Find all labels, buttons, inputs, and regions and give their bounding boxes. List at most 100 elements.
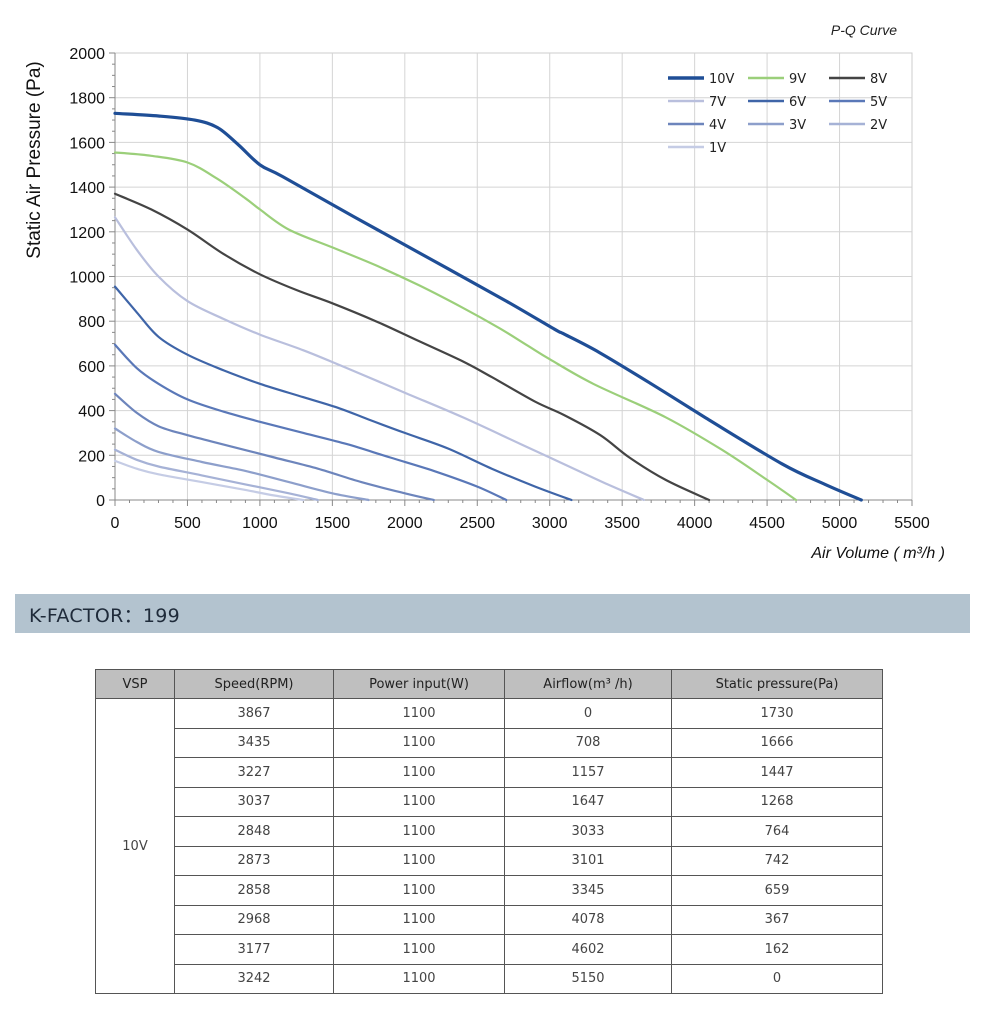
table-row: 3177 1100 4602 162: [96, 934, 883, 965]
table-row: 3037 1100 1647 1268: [96, 786, 883, 817]
grid-lines: [115, 53, 912, 500]
x-tick-labels: 0 500 1000 1500 2000 2500 3000 3500 4000 4500 5000…: [111, 515, 930, 532]
x-tick-label: 2500: [459, 515, 495, 532]
cell-power: 1100: [333, 727, 505, 758]
y-tick-label: 800: [78, 314, 105, 331]
cell-airflow: 708: [504, 727, 672, 758]
series-line-10v: [113, 111, 863, 502]
series-line-2v: [113, 448, 319, 502]
cell-airflow: 3345: [504, 875, 672, 906]
header-static-pressure: Static pressure(Pa): [671, 669, 883, 699]
cell-power: 1100: [333, 757, 505, 788]
y-tick-label: 400: [78, 404, 105, 421]
cell-speed: 2968: [174, 904, 334, 935]
cell-pressure: 162: [671, 934, 883, 965]
cell-airflow: 1647: [504, 786, 672, 817]
pq-curve-chart: P-Q Curve 0 500 1000 1500 2000 2500 3000 3500 40…: [24, 22, 945, 562]
y-tick-label: 1000: [69, 270, 105, 287]
cell-airflow: 4602: [504, 934, 672, 965]
y-tick-label: 600: [78, 359, 105, 376]
cell-speed: 2873: [174, 845, 334, 876]
cell-speed: 3037: [174, 786, 334, 817]
x-tick-label: 1000: [242, 515, 278, 532]
x-tick-label: 1500: [315, 515, 351, 532]
cell-power: 1100: [333, 698, 505, 729]
y-axis-label: Static Air Pressure (Pa): [24, 61, 45, 258]
cell-airflow: 5150: [504, 963, 672, 994]
legend-label: 10V: [709, 72, 735, 87]
series-line-7v: [113, 216, 645, 502]
cell-pressure: 1447: [671, 757, 883, 788]
cell-airflow: 3033: [504, 816, 672, 847]
series-line-9v: [113, 151, 798, 502]
legend-label: 2V: [870, 118, 887, 133]
cell-power: 1100: [333, 845, 505, 876]
x-tick-label: 4500: [749, 515, 785, 532]
legend-label: 7V: [709, 95, 726, 110]
cell-pressure: 742: [671, 845, 883, 876]
table-row: 10V 3867 1100 0 1730: [95, 698, 883, 994]
x-axis-label: Air Volume ( m³/h ): [810, 545, 945, 562]
cell-airflow: 4078: [504, 904, 672, 935]
table-row: 2873 1100 3101 742: [96, 845, 883, 876]
cell-speed: 3435: [174, 727, 334, 758]
vsp-cell: 10V: [95, 698, 175, 994]
x-tick-label: 5000: [822, 515, 858, 532]
y-tick-labels: 0 200 400 600 800 1000 1200 1400 1600 1800 2000: [69, 46, 105, 510]
cell-speed: 3867: [174, 698, 334, 729]
cell-pressure: 0: [671, 963, 883, 994]
table-row: 3435 1100 708 1666: [96, 727, 883, 758]
y-tick-label: 1600: [69, 135, 105, 152]
cell-power: 1100: [333, 816, 505, 847]
series-line-1v: [113, 459, 305, 502]
y-tick-label: 0: [96, 493, 105, 510]
legend-label: 6V: [789, 95, 806, 110]
cell-pressure: 367: [671, 904, 883, 935]
series-line-8v: [113, 192, 711, 502]
header-airflow: Airflow(m³ /h): [504, 669, 672, 699]
x-tick-label: 0: [111, 515, 120, 532]
cell-speed: 3227: [174, 757, 334, 788]
cell-speed: 2848: [174, 816, 334, 847]
legend: 10V 9V 8V 7V 6V 5V 4V 3V 2V 1V: [668, 72, 887, 156]
legend-label: 1V: [709, 141, 726, 156]
cell-airflow: 1157: [504, 757, 672, 788]
table-row: 2858 1100 3345 659: [96, 875, 883, 906]
cell-pressure: 1666: [671, 727, 883, 758]
legend-label: 3V: [789, 118, 806, 133]
legend-label: 9V: [789, 72, 806, 87]
header-speed: Speed(RPM): [174, 669, 334, 699]
x-tick-label: 4000: [677, 515, 713, 532]
cell-speed: 2858: [174, 875, 334, 906]
table-row: 3227 1100 1157 1447: [96, 757, 883, 788]
table-header-row: VSP Speed(RPM) Power input(W) Airflow(m³…: [95, 669, 883, 699]
cell-pressure: 659: [671, 875, 883, 906]
series-line-4v: [113, 392, 435, 502]
y-tick-label: 200: [78, 448, 105, 465]
series-line-6v: [113, 285, 573, 502]
series-line-3v: [113, 427, 370, 502]
performance-table: VSP Speed(RPM) Power input(W) Airflow(m³…: [95, 669, 883, 994]
cell-airflow: 0: [504, 698, 672, 729]
header-vsp: VSP: [95, 669, 175, 699]
legend-label: 4V: [709, 118, 726, 133]
cell-airflow: 3101: [504, 845, 672, 876]
x-tick-label: 2000: [387, 515, 423, 532]
cell-power: 1100: [333, 904, 505, 935]
header-power: Power input(W): [333, 669, 505, 699]
series-line-5v: [113, 343, 508, 502]
table-row: 2968 1100 4078 367: [96, 904, 883, 935]
y-tick-label: 1400: [69, 180, 105, 197]
y-tick-label: 2000: [69, 46, 105, 63]
y-tick-label: 1800: [69, 91, 105, 108]
cell-pressure: 1268: [671, 786, 883, 817]
cell-speed: 3242: [174, 963, 334, 994]
cell-power: 1100: [333, 934, 505, 965]
legend-label: 5V: [870, 95, 887, 110]
cell-pressure: 1730: [671, 698, 883, 729]
x-tick-label: 5500: [894, 515, 930, 532]
legend-label: 8V: [870, 72, 887, 87]
table-row: 3242 1100 5150 0: [96, 963, 883, 994]
cell-speed: 3177: [174, 934, 334, 965]
axis-minor-ticks: [109, 52, 913, 506]
